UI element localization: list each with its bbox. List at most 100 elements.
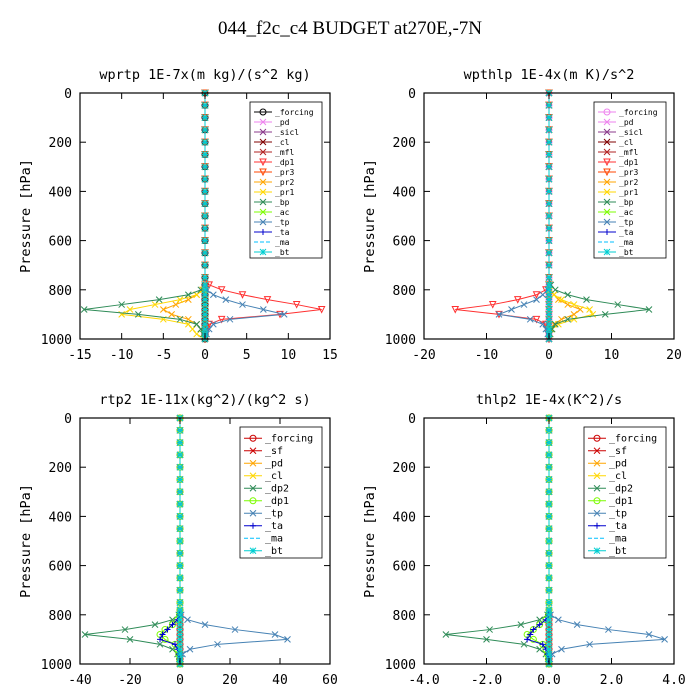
- data-point: [564, 291, 572, 299]
- legend-entry: _pr2: [254, 178, 294, 187]
- legend-label: _tp: [265, 508, 283, 519]
- legend-marker: [593, 497, 601, 505]
- legend-entry: _ta: [254, 228, 290, 237]
- data-point: [159, 306, 167, 313]
- data-point: [488, 301, 497, 309]
- legend-label: _forcing: [609, 433, 657, 444]
- legend-label: _mfl: [619, 148, 638, 157]
- data-point: [583, 296, 590, 303]
- y-tick-label: 800: [49, 609, 72, 624]
- data-point: [176, 626, 184, 633]
- legend-label: _cl: [265, 471, 283, 482]
- data-point: [442, 631, 450, 638]
- legend-marker: [603, 248, 611, 256]
- data-point: [201, 621, 209, 628]
- legend-entry: _pd: [588, 458, 627, 469]
- data-point: [201, 306, 209, 313]
- data-point: [176, 611, 184, 619]
- y-tick-label: 0: [408, 87, 416, 102]
- data-point: [201, 175, 209, 183]
- y-tick-label: 400: [393, 510, 416, 525]
- y-tick-label: 600: [49, 560, 72, 575]
- data-point: [513, 296, 522, 304]
- data-point: [529, 635, 537, 643]
- data-point: [201, 261, 209, 269]
- legend-entry: _dp1: [244, 496, 289, 507]
- data-point: [201, 315, 209, 323]
- data-point: [226, 315, 234, 323]
- series-line: [455, 93, 550, 340]
- data-point: [284, 636, 291, 643]
- legend-entry: _dp1: [254, 158, 294, 167]
- legend-marker: [259, 218, 267, 226]
- legend-label: _ma: [275, 238, 290, 247]
- legend-label: _tp: [609, 508, 627, 519]
- x-tick-label: 4.0: [662, 673, 685, 688]
- data-point: [176, 513, 184, 520]
- x-tick-label: 15: [322, 348, 338, 363]
- data-point: [570, 311, 578, 318]
- legend-entry: _dp2: [588, 483, 633, 494]
- data-point: [201, 320, 209, 328]
- legend-label: _tp: [619, 218, 634, 227]
- y-tick-label: 0: [64, 412, 72, 427]
- data-point: [542, 325, 550, 333]
- legend-entry: _forcing: [244, 433, 313, 444]
- y-tick-label: 1000: [385, 658, 416, 673]
- x-tick-label: 0: [201, 348, 209, 363]
- legend-marker: [593, 484, 601, 492]
- data-point: [614, 301, 622, 308]
- data-point: [573, 621, 581, 628]
- data-point: [564, 315, 572, 323]
- y-tick-label: 1000: [41, 333, 72, 348]
- data-point: [545, 249, 553, 257]
- data-point: [151, 621, 159, 628]
- legend: _forcing_pd_sicl_cl_mfl_dp1_pr3_pr2_pr1_…: [249, 101, 323, 259]
- data-point: [184, 616, 191, 624]
- data-point: [545, 640, 553, 648]
- data-point: [545, 291, 553, 299]
- legend-label: _mfl: [275, 148, 294, 157]
- series-line: [120, 93, 206, 340]
- data-point: [81, 631, 89, 638]
- data-point: [545, 320, 553, 328]
- legend-marker: [603, 188, 611, 196]
- data-point: [486, 626, 493, 633]
- x-tick-label: -10: [110, 348, 133, 363]
- series-bt: [545, 414, 553, 668]
- data-point: [545, 513, 553, 520]
- data-point: [169, 616, 176, 624]
- data-point: [172, 301, 180, 308]
- legend-entry: _cl: [588, 471, 627, 482]
- series-line: [84, 93, 206, 340]
- x-tick-label: -5: [156, 348, 172, 363]
- legend-label: _sicl: [275, 128, 299, 137]
- legend-label: _pr2: [275, 178, 294, 187]
- data-point: [508, 306, 515, 313]
- data-point: [570, 301, 578, 308]
- data-point: [184, 291, 192, 299]
- legend-label: _bt: [609, 546, 627, 557]
- legend-entry: _bt: [588, 546, 627, 557]
- data-point: [193, 330, 201, 338]
- data-point: [126, 306, 134, 313]
- legend-marker: [603, 168, 611, 177]
- legend-marker: [250, 522, 256, 529]
- data-point: [545, 586, 553, 594]
- data-point: [201, 212, 209, 220]
- legend-entry: _mfl: [598, 148, 638, 157]
- legend-entry: _pr2: [598, 178, 638, 187]
- data-point: [536, 616, 543, 624]
- legend-entry: _mfl: [254, 148, 294, 157]
- panel-title: rtp2 1E-11x(kg^2)/(kg^2 s): [99, 392, 310, 408]
- legend-marker: [259, 208, 267, 216]
- x-tick-label: 0: [176, 673, 184, 688]
- data-point: [545, 626, 553, 633]
- data-point: [545, 500, 553, 508]
- x-tick-label: -15: [68, 348, 91, 363]
- data-point: [118, 301, 126, 308]
- legend-label: _dp1: [619, 158, 638, 167]
- data-point: [259, 306, 267, 313]
- legend-entry: _sicl: [254, 128, 299, 137]
